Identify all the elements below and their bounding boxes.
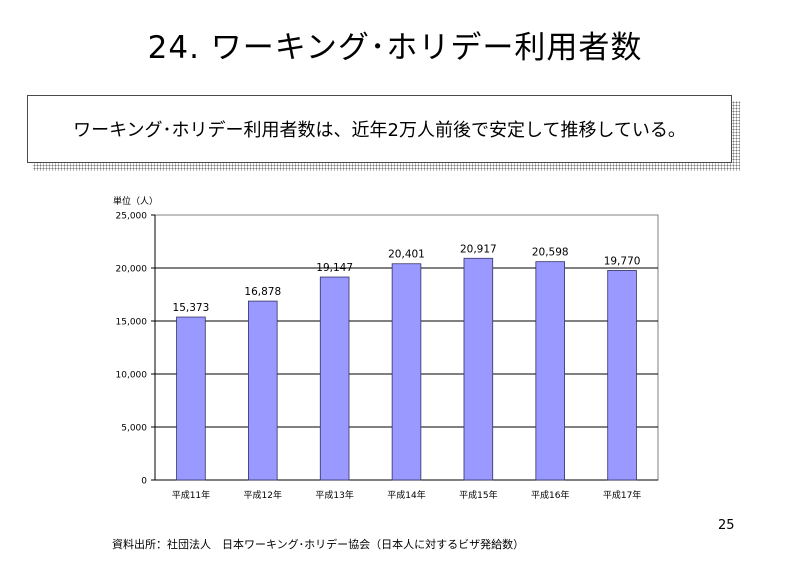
- y-tick-label: 5,000: [121, 424, 147, 434]
- y-tick-label: 20,000: [116, 265, 148, 275]
- callout-box: ワーキング･ホリデー利用者数は、近年2万人前後で安定して推移している。: [27, 95, 732, 163]
- bar: [607, 270, 637, 481]
- callout-text: ワーキング･ホリデー利用者数は、近年2万人前後で安定して推移している。: [73, 120, 686, 141]
- data-label: 16,878: [244, 286, 281, 298]
- source-note: 資料出所：社団法人 日本ワーキング･ホリデー協会（日本人に対するビザ発給数）: [112, 538, 525, 551]
- x-tick-label: 平成11年: [172, 489, 210, 501]
- bar: [319, 276, 350, 481]
- x-tick-label: 平成13年: [315, 489, 353, 501]
- bar: [535, 261, 565, 481]
- y-tick-label: 15,000: [116, 318, 148, 328]
- y-tick-label: 0: [141, 477, 147, 487]
- data-label: 19,770: [604, 255, 641, 267]
- bar: [248, 300, 278, 481]
- x-tick-label: 平成17年: [603, 489, 641, 501]
- page-number: 25: [718, 518, 735, 533]
- bar: [176, 316, 206, 481]
- y-tick-label: 10,000: [116, 371, 148, 381]
- y-tick-label: 25,000: [116, 212, 148, 222]
- data-label: 15,373: [173, 302, 210, 314]
- x-tick-label: 平成12年: [244, 489, 282, 501]
- slide-title: 24. ワーキング･ホリデー利用者数: [147, 30, 643, 66]
- data-label: 19,147: [316, 262, 353, 274]
- x-tick-label: 平成14年: [387, 489, 425, 501]
- x-tick-label: 平成16年: [531, 489, 569, 501]
- x-tick-label: 平成15年: [459, 489, 497, 501]
- data-label: 20,401: [388, 249, 425, 261]
- bar: [463, 257, 494, 481]
- bar: [391, 263, 422, 481]
- data-label: 20,917: [460, 243, 497, 255]
- unit-label: 単位（人）: [113, 197, 159, 207]
- data-label: 20,598: [532, 247, 569, 259]
